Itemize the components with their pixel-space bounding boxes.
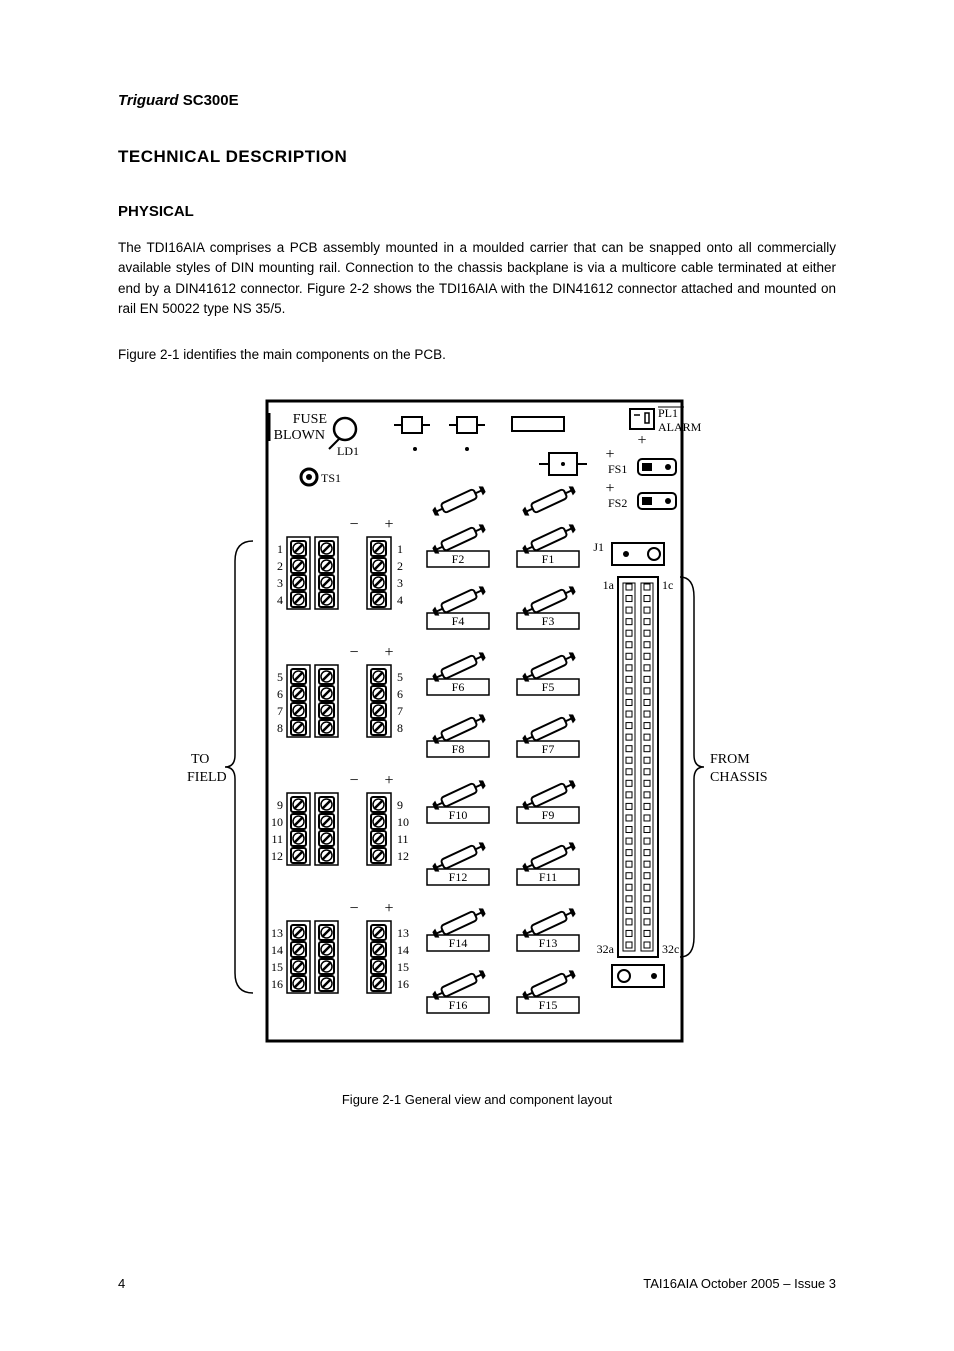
svg-text:+: + bbox=[637, 432, 646, 449]
svg-text:F5: F5 bbox=[542, 680, 555, 694]
svg-text:−: − bbox=[349, 772, 358, 789]
svg-text:LD1: LD1 bbox=[337, 444, 359, 458]
svg-text:ALARM: ALARM bbox=[658, 420, 702, 434]
svg-text:12: 12 bbox=[397, 849, 409, 863]
svg-text:16: 16 bbox=[397, 977, 409, 991]
svg-text:32a: 32a bbox=[597, 942, 615, 956]
svg-text:−: − bbox=[349, 516, 358, 533]
svg-text:FUSE: FUSE bbox=[293, 412, 327, 427]
paragraph-1: The TDI16AIA comprises a PCB assembly mo… bbox=[118, 238, 836, 319]
svg-text:TO: TO bbox=[191, 752, 209, 767]
svg-text:F1: F1 bbox=[542, 552, 555, 566]
svg-text:14: 14 bbox=[397, 943, 409, 957]
svg-text:F2: F2 bbox=[452, 552, 465, 566]
product-model: SC300E bbox=[183, 92, 239, 109]
svg-text:10: 10 bbox=[271, 815, 283, 829]
svg-text:8: 8 bbox=[277, 721, 283, 735]
svg-text:CHASSIS: CHASSIS bbox=[710, 770, 767, 785]
svg-text:F13: F13 bbox=[539, 936, 558, 950]
svg-text:5: 5 bbox=[397, 670, 403, 684]
page-footer: 4 TAI16AIA October 2005 – Issue 3 bbox=[118, 1276, 836, 1291]
svg-text:7: 7 bbox=[277, 704, 283, 718]
figure-wrap: FUSEBLOWNLD1PL1ALARM++FS1+FS2TS1−+112233… bbox=[118, 391, 836, 1107]
svg-text:3: 3 bbox=[397, 576, 403, 590]
svg-text:2: 2 bbox=[277, 559, 283, 573]
svg-text:12: 12 bbox=[271, 849, 283, 863]
svg-text:6: 6 bbox=[277, 687, 283, 701]
svg-text:9: 9 bbox=[397, 798, 403, 812]
svg-text:FS2: FS2 bbox=[608, 496, 627, 510]
svg-text:F12: F12 bbox=[449, 870, 468, 884]
pcb-diagram: FUSEBLOWNLD1PL1ALARM++FS1+FS2TS1−+112233… bbox=[187, 391, 767, 1056]
svg-text:+: + bbox=[384, 900, 393, 917]
svg-text:FS1: FS1 bbox=[608, 462, 627, 476]
subsection-heading: PHYSICAL bbox=[118, 203, 836, 220]
svg-text:BLOWN: BLOWN bbox=[274, 428, 325, 443]
svg-text:+: + bbox=[605, 480, 614, 497]
product-prefix: Triguard bbox=[118, 92, 179, 109]
svg-text:32c: 32c bbox=[662, 942, 679, 956]
product-title: Triguard SC300E bbox=[118, 92, 836, 109]
svg-text:4: 4 bbox=[277, 593, 283, 607]
svg-text:J1: J1 bbox=[593, 540, 604, 554]
svg-text:1: 1 bbox=[277, 542, 283, 556]
svg-text:7: 7 bbox=[397, 704, 403, 718]
svg-text:FIELD: FIELD bbox=[187, 770, 227, 785]
svg-text:PL1: PL1 bbox=[658, 406, 678, 420]
svg-text:1a: 1a bbox=[603, 578, 615, 592]
svg-text:FROM: FROM bbox=[710, 752, 750, 767]
svg-text:13: 13 bbox=[397, 926, 409, 940]
svg-text:F11: F11 bbox=[539, 870, 557, 884]
svg-text:4: 4 bbox=[397, 593, 403, 607]
svg-text:1: 1 bbox=[397, 542, 403, 556]
paragraph-2: Figure 2-1 identifies the main component… bbox=[118, 345, 836, 365]
svg-text:F8: F8 bbox=[452, 742, 465, 756]
svg-text:−: − bbox=[349, 644, 358, 661]
svg-text:F4: F4 bbox=[452, 614, 465, 628]
svg-text:F7: F7 bbox=[542, 742, 555, 756]
svg-text:13: 13 bbox=[271, 926, 283, 940]
svg-text:14: 14 bbox=[271, 943, 283, 957]
svg-text:15: 15 bbox=[271, 960, 283, 974]
svg-text:3: 3 bbox=[277, 576, 283, 590]
svg-text:16: 16 bbox=[271, 977, 283, 991]
svg-text:F9: F9 bbox=[542, 808, 555, 822]
page-number: 4 bbox=[118, 1276, 125, 1291]
svg-text:6: 6 bbox=[397, 687, 403, 701]
svg-text:5: 5 bbox=[277, 670, 283, 684]
svg-text:8: 8 bbox=[397, 721, 403, 735]
svg-text:F10: F10 bbox=[449, 808, 468, 822]
svg-text:+: + bbox=[384, 644, 393, 661]
svg-text:F3: F3 bbox=[542, 614, 555, 628]
doc-info: TAI16AIA October 2005 – Issue 3 bbox=[643, 1276, 836, 1291]
section-heading: TECHNICAL DESCRIPTION bbox=[118, 147, 836, 167]
svg-text:10: 10 bbox=[397, 815, 409, 829]
svg-text:1c: 1c bbox=[662, 578, 673, 592]
svg-text:−: − bbox=[349, 900, 358, 917]
svg-text:2: 2 bbox=[397, 559, 403, 573]
svg-text:F14: F14 bbox=[449, 936, 468, 950]
svg-text:11: 11 bbox=[271, 832, 283, 846]
svg-text:9: 9 bbox=[277, 798, 283, 812]
figure-caption: Figure 2-1 General view and component la… bbox=[342, 1092, 612, 1107]
svg-text:F16: F16 bbox=[449, 998, 468, 1012]
svg-text:+: + bbox=[384, 772, 393, 789]
svg-text:+: + bbox=[605, 446, 614, 463]
svg-text:F6: F6 bbox=[452, 680, 465, 694]
svg-text:TS1: TS1 bbox=[321, 471, 341, 485]
svg-text:11: 11 bbox=[397, 832, 409, 846]
svg-text:F15: F15 bbox=[539, 998, 558, 1012]
svg-text:15: 15 bbox=[397, 960, 409, 974]
figure-svg-box: FUSEBLOWNLD1PL1ALARM++FS1+FS2TS1−+112233… bbox=[187, 391, 767, 1056]
svg-text:+: + bbox=[384, 516, 393, 533]
